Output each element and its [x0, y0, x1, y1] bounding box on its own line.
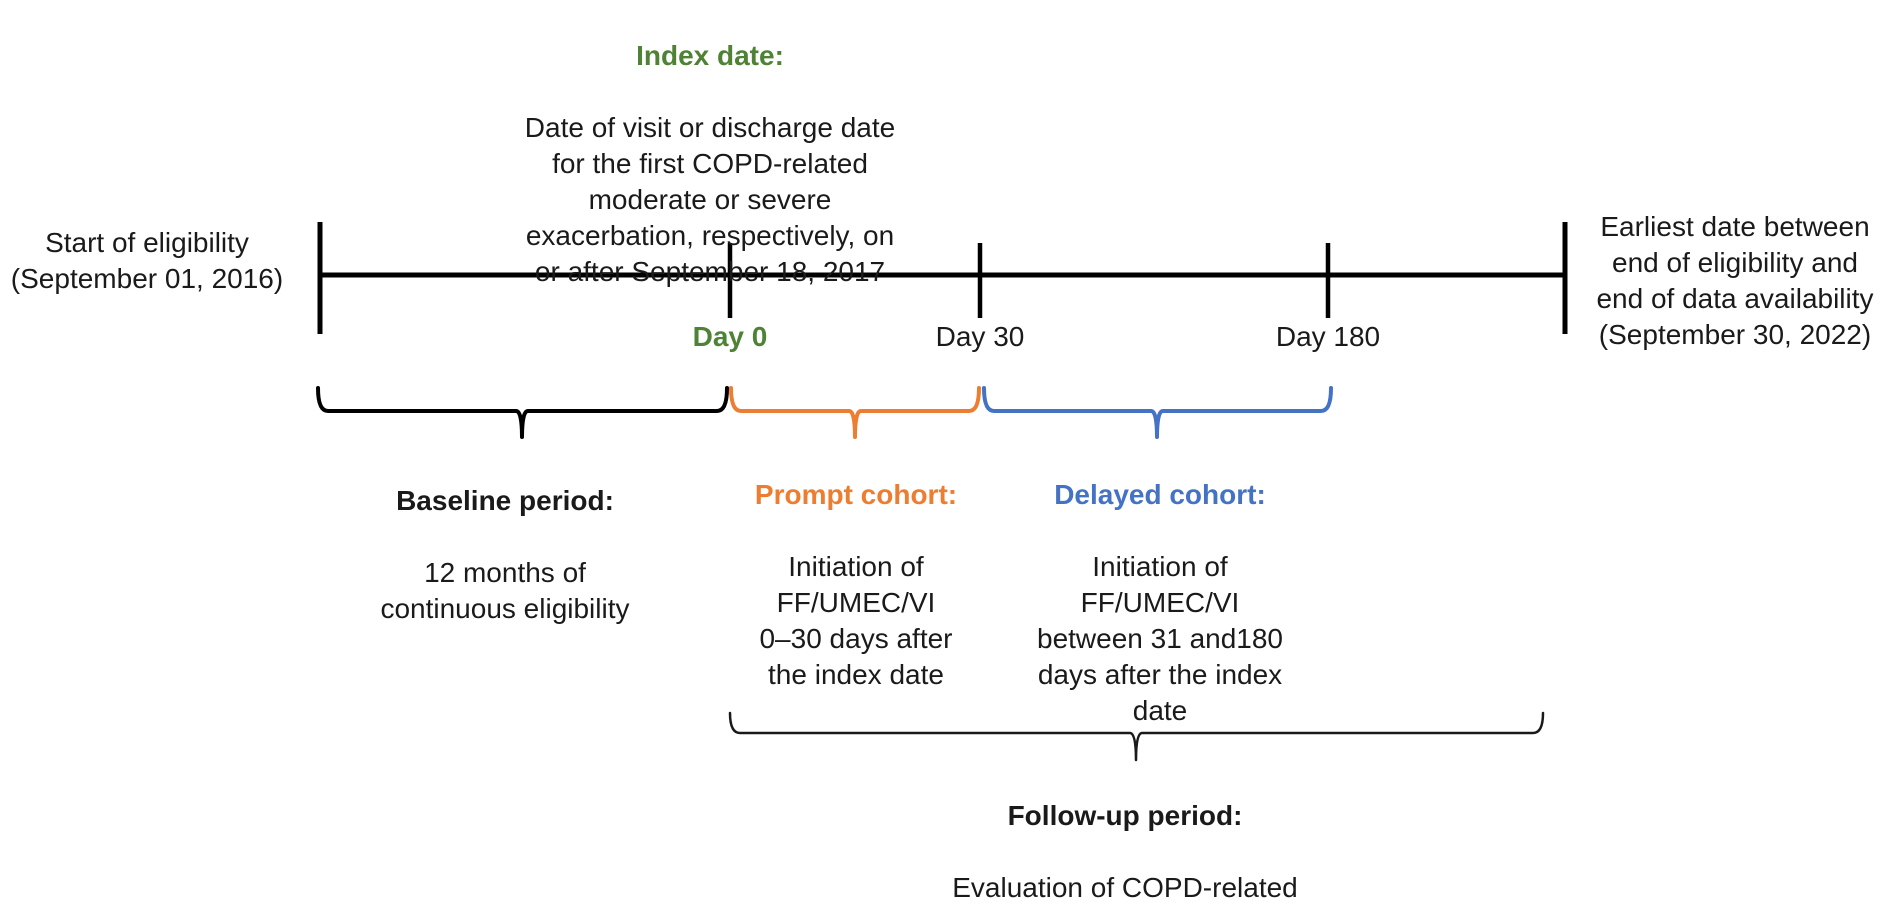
- followup-period-text: Evaluation of COPD-related exacerbations…: [952, 872, 1298, 903]
- day30-label: Day 30: [935, 321, 1025, 352]
- delayed-cohort-note: Delayed cohort: Initiation of FF/UMEC/VI…: [1010, 441, 1310, 729]
- followup-period-brace: [728, 711, 1545, 762]
- baseline-period-text: 12 months of continuous eligibility: [380, 557, 630, 624]
- index-date-title: Index date:: [636, 40, 784, 71]
- delayed-cohort-brace: [982, 386, 1333, 439]
- index-date-text: Date of visit or discharge date for the …: [524, 112, 896, 287]
- index-date-note: Index date: Date of visit or discharge d…: [410, 2, 1010, 290]
- prompt-cohort-note: Prompt cohort: Initiation of FF/UMEC/VI …: [716, 441, 996, 693]
- delayed-cohort-title: Delayed cohort:: [1054, 479, 1266, 510]
- prompt-cohort-brace: [729, 386, 981, 439]
- end-of-eligibility-label: Earliest date between end of eligibility…: [1596, 211, 1874, 350]
- start-of-eligibility-label: Start of eligibility (September 01, 2016…: [10, 227, 284, 294]
- prompt-cohort-title: Prompt cohort:: [754, 479, 958, 510]
- followup-period-note: Follow-up period: Evaluation of COPD-rel…: [865, 762, 1385, 908]
- followup-period-title: Follow-up period:: [1007, 800, 1243, 831]
- delayed-cohort-text: Initiation of FF/UMEC/VI between 31 and1…: [1037, 551, 1283, 726]
- prompt-cohort-text: Initiation of FF/UMEC/VI 0–30 days after…: [759, 551, 953, 690]
- baseline-period-note: Baseline period: 12 months of continuous…: [325, 447, 685, 627]
- baseline-period-brace: [316, 386, 729, 439]
- day180-label: Day 180: [1275, 321, 1381, 352]
- baseline-period-title: Baseline period:: [396, 485, 614, 516]
- day0-label: Day 0: [692, 321, 768, 352]
